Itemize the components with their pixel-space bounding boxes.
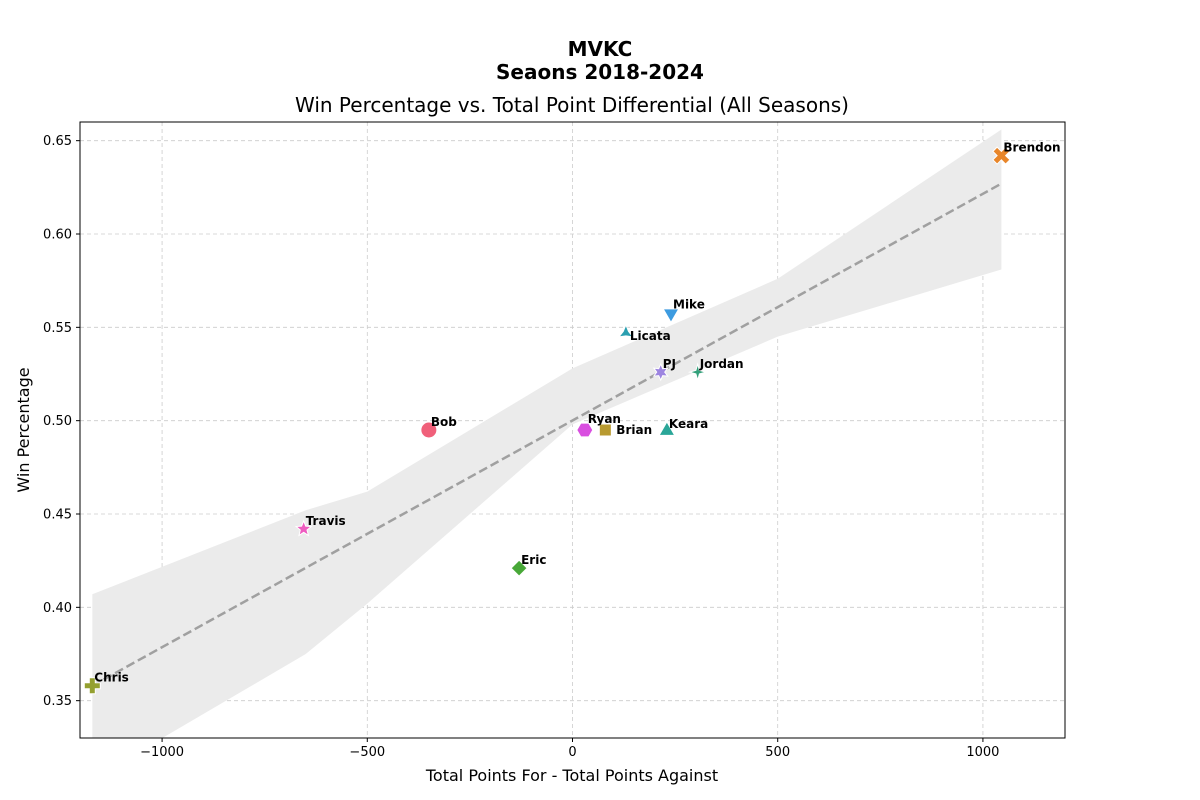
confidence-band: [92, 129, 1002, 738]
y-tick-label: 0.45: [43, 508, 72, 523]
point-label-keara: Keara: [669, 417, 708, 431]
point-label-jordan: Jordan: [699, 357, 744, 371]
data-points: [83, 146, 1011, 695]
point-jordan: [687, 362, 708, 382]
suptitle-line1: MVKC: [568, 37, 633, 61]
y-tick-label: 0.50: [43, 414, 72, 429]
point-label-eric: Eric: [521, 553, 546, 567]
x-tick-label: 1000: [966, 745, 999, 760]
point-mike: [662, 308, 680, 324]
point-eric: [510, 559, 528, 577]
point-label-bob: Bob: [431, 415, 457, 429]
point-travis: [294, 519, 313, 537]
y-tick-label: 0.40: [43, 601, 72, 616]
y-tick-label: 0.55: [43, 321, 72, 336]
point-keara: [658, 420, 676, 436]
point-label-brendon: Brendon: [1003, 141, 1060, 155]
y-tick-label: 0.65: [43, 134, 72, 149]
point-pj: [652, 362, 669, 382]
y-axis-label: Win Percentage: [14, 367, 33, 492]
point-licata: [617, 323, 634, 338]
point-label-mike: Mike: [673, 297, 705, 311]
x-tick-label: −500: [349, 745, 385, 760]
x-tick-label: 0: [568, 745, 576, 760]
point-label-brian: Brian: [616, 423, 652, 437]
x-axis-ticks: −1000 −500 0 500 1000: [140, 738, 999, 760]
point-bob: [420, 421, 438, 439]
regression-line: [91, 182, 1002, 687]
point-brendon: [992, 146, 1011, 165]
point-label-ryan: Ryan: [588, 412, 621, 426]
x-tick-label: 500: [765, 745, 790, 760]
chart-title: Win Percentage vs. Total Point Different…: [295, 93, 849, 117]
point-ryan: [576, 422, 594, 438]
regression-line-group: [91, 182, 1002, 687]
suptitle-line2: Seaons 2018-2024: [496, 60, 704, 84]
x-axis-label: Total Points For - Total Points Against: [425, 766, 718, 785]
point-brian: [598, 423, 612, 437]
x-tick-label: −1000: [140, 745, 184, 760]
point-chris: [83, 677, 101, 695]
point-label-licata: Licata: [630, 329, 671, 343]
y-tick-label: 0.35: [43, 694, 72, 709]
confidence-band-group: [92, 129, 1002, 738]
point-label-travis: Travis: [306, 514, 346, 528]
y-tick-label: 0.60: [43, 228, 72, 243]
point-label-pj: PJ: [663, 357, 676, 371]
y-axis-ticks: 0.35 0.40 0.45 0.50 0.55 0.60 0.65: [43, 134, 80, 709]
point-label-chris: Chris: [94, 671, 129, 685]
